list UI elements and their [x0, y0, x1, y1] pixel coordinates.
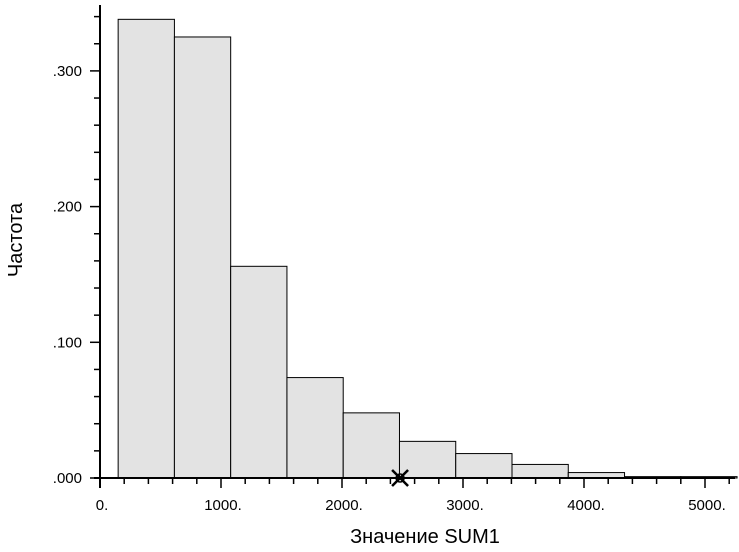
histogram-bar-3 [230, 265, 288, 479]
y-tick-label: .100 [53, 334, 82, 351]
y-tick-label: .200 [53, 199, 82, 216]
histogram-bar-6 [398, 440, 457, 479]
histogram-bar-4 [286, 377, 344, 479]
bars-group [117, 18, 738, 479]
x-tick-label: 4000. [567, 497, 605, 514]
marker-group [391, 469, 409, 487]
histogram-bar-2 [173, 36, 232, 479]
histogram-bar-8 [511, 463, 569, 479]
ticks-group: .000 .100 .200 .300 0. 1000. 2000. 3000. 4000. 50… [53, 15, 730, 514]
histogram-bar-5 [342, 412, 400, 479]
histogram-bar-7 [455, 453, 513, 479]
x-tick-label: 3000. [446, 497, 484, 514]
y-tick-label: .000 [53, 470, 82, 487]
x-marker-icon [391, 469, 409, 487]
y-axis-title: Частота [5, 202, 27, 277]
x-tick-label: 2000. [325, 497, 363, 514]
x-tick-label: 1000. [204, 497, 242, 514]
histogram-bar-1 [117, 18, 175, 479]
y-tick-label: .300 [53, 63, 82, 80]
x-tick-label: 5000. [688, 497, 726, 514]
x-tick-label: 0. [96, 497, 109, 514]
x-axis-title: Значение SUM1 [350, 526, 500, 548]
